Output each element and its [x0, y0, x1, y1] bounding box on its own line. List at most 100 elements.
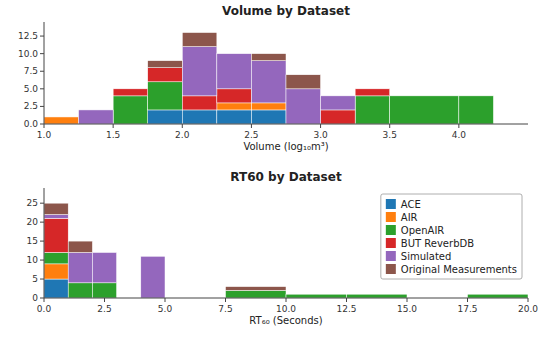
- y-tick-label: 12.5: [18, 31, 38, 41]
- x-tick: [528, 298, 529, 302]
- panel: RT60 by Dataset0.02.55.07.510.012.515.01…: [27, 170, 538, 326]
- bar: [148, 61, 183, 68]
- legend-swatch: [386, 264, 396, 274]
- legend-swatch: [386, 225, 396, 235]
- x-tick-label: 1.5: [106, 130, 120, 140]
- bar: [355, 89, 390, 96]
- y-tick-label: 0.0: [24, 119, 39, 129]
- bar: [79, 110, 114, 124]
- legend-box: [381, 194, 522, 279]
- y-axis-line: [44, 22, 45, 124]
- y-tick-label: 10.0: [18, 49, 38, 59]
- y-tick-label: 15: [27, 236, 38, 246]
- bar: [68, 252, 92, 282]
- x-tick: [182, 124, 183, 128]
- bar: [217, 110, 252, 124]
- legend-swatch: [386, 212, 396, 222]
- legend-label: ACE: [401, 199, 421, 210]
- bar: [113, 89, 148, 96]
- y-axis-line: [44, 188, 45, 298]
- title: Volume by Dataset: [222, 4, 350, 18]
- legend-swatch: [386, 238, 396, 248]
- y-tick-label: 5.0: [24, 84, 39, 94]
- y-tick: [40, 203, 44, 204]
- legend-swatch: [386, 199, 396, 209]
- y-tick-label: 5: [32, 274, 38, 284]
- panel: Volume by Dataset1.01.52.02.53.03.54.00.…: [18, 4, 528, 152]
- y-tick-label: 7.5: [24, 66, 38, 76]
- bar: [390, 96, 459, 124]
- legend-label: Simulated: [401, 251, 452, 262]
- y-tick-label: 25: [27, 198, 38, 208]
- y-tick-label: 2.5: [24, 101, 38, 111]
- bar: [68, 241, 92, 252]
- bar: [44, 252, 68, 263]
- bar: [226, 287, 287, 291]
- x-tick-label: 2.0: [175, 130, 190, 140]
- bar: [113, 96, 148, 124]
- y-tick: [40, 222, 44, 223]
- legend-label: Original Measurements: [401, 264, 517, 275]
- bar: [459, 96, 494, 124]
- bar: [44, 203, 68, 214]
- bar: [182, 33, 217, 47]
- x-tick-label: 3.5: [383, 130, 397, 140]
- x-tick: [346, 298, 347, 302]
- x-axis-line: [44, 124, 528, 125]
- x-tick-label: 7.5: [218, 304, 232, 314]
- x-tick: [407, 298, 408, 302]
- x-tick: [251, 124, 252, 128]
- bar: [182, 47, 217, 96]
- bar: [141, 256, 165, 298]
- x-tick: [44, 124, 45, 128]
- bar: [68, 283, 92, 298]
- bar: [44, 117, 79, 124]
- x-tick-label: 2.5: [244, 130, 258, 140]
- x-tick-label: 12.5: [336, 304, 356, 314]
- bar: [251, 54, 286, 61]
- legend: ACEAIROpenAIRBUT ReverbDBSimulatedOrigin…: [381, 194, 522, 279]
- x-tick-label: 17.5: [457, 304, 477, 314]
- bar: [251, 103, 286, 110]
- legend-label: AIR: [401, 212, 418, 223]
- x-tick-label: 4.0: [452, 130, 467, 140]
- x-tick: [458, 124, 459, 128]
- x-tick: [389, 124, 390, 128]
- y-tick: [40, 88, 44, 89]
- y-tick-label: 20: [27, 217, 39, 227]
- bar: [182, 96, 217, 110]
- bar: [251, 61, 286, 103]
- bar: [217, 54, 252, 89]
- bar: [44, 215, 68, 219]
- x-tick: [113, 124, 114, 128]
- x-tick: [286, 298, 287, 302]
- y-tick-label: 0: [32, 293, 38, 303]
- x-tick: [225, 298, 226, 302]
- legend-swatch: [386, 251, 396, 261]
- x-tick: [467, 298, 468, 302]
- bar: [148, 68, 183, 82]
- bar: [321, 110, 356, 124]
- figure: Volume by Dataset1.01.52.02.53.03.54.00.…: [0, 0, 538, 342]
- x-tick-label: 10.0: [276, 304, 296, 314]
- y-tick: [40, 260, 44, 261]
- bar: [321, 96, 356, 110]
- bar: [251, 110, 286, 124]
- y-tick: [40, 279, 44, 280]
- bar: [286, 89, 321, 124]
- bar: [44, 279, 68, 298]
- y-tick: [40, 241, 44, 242]
- x-tick-label: 20.0: [518, 304, 538, 314]
- x-axis-label: Volume (log₁₀m³): [243, 141, 328, 152]
- y-tick-label: 10: [27, 255, 39, 265]
- x-tick: [104, 298, 105, 302]
- legend-label: BUT ReverbDB: [401, 238, 474, 249]
- y-tick: [40, 124, 44, 125]
- bar: [92, 252, 116, 282]
- x-tick-label: 0.0: [37, 304, 52, 314]
- y-tick: [40, 106, 44, 107]
- bar: [347, 294, 408, 298]
- bar: [148, 110, 183, 124]
- bar: [217, 89, 252, 103]
- bar: [226, 290, 287, 298]
